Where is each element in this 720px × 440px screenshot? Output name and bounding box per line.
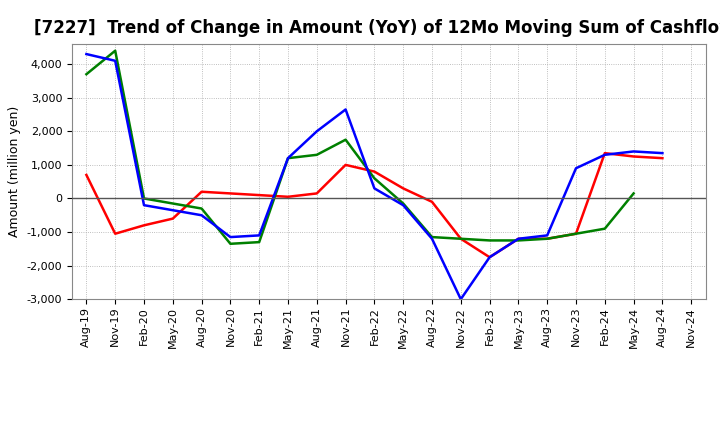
Free Cashflow <box>168 208 177 213</box>
Operating Cashflow <box>284 194 292 199</box>
Investing Cashflow <box>284 155 292 161</box>
Line: Investing Cashflow: Investing Cashflow <box>86 51 634 244</box>
Investing Cashflow <box>514 238 523 243</box>
Free Cashflow <box>255 233 264 238</box>
Free Cashflow <box>428 236 436 242</box>
Operating Cashflow <box>572 231 580 236</box>
Operating Cashflow <box>312 191 321 196</box>
Free Cashflow <box>485 255 494 260</box>
Free Cashflow <box>658 150 667 156</box>
Investing Cashflow <box>572 231 580 236</box>
Free Cashflow <box>399 202 408 208</box>
Line: Free Cashflow: Free Cashflow <box>86 54 662 299</box>
Investing Cashflow <box>399 201 408 206</box>
Free Cashflow <box>197 213 206 218</box>
Investing Cashflow <box>197 206 206 211</box>
Operating Cashflow <box>399 186 408 191</box>
Investing Cashflow <box>543 236 552 242</box>
Free Cashflow <box>284 155 292 161</box>
Free Cashflow <box>370 186 379 191</box>
Y-axis label: Amount (million yen): Amount (million yen) <box>8 106 21 237</box>
Free Cashflow <box>341 107 350 112</box>
Investing Cashflow <box>600 226 609 231</box>
Free Cashflow <box>543 233 552 238</box>
Operating Cashflow <box>658 155 667 161</box>
Operating Cashflow <box>111 231 120 236</box>
Operating Cashflow <box>629 154 638 159</box>
Operating Cashflow <box>514 236 523 242</box>
Operating Cashflow <box>600 150 609 156</box>
Investing Cashflow <box>312 152 321 158</box>
Investing Cashflow <box>370 176 379 181</box>
Investing Cashflow <box>456 236 465 242</box>
Investing Cashflow <box>341 137 350 142</box>
Operating Cashflow <box>82 172 91 178</box>
Operating Cashflow <box>197 189 206 194</box>
Free Cashflow <box>82 51 91 57</box>
Free Cashflow <box>572 165 580 171</box>
Free Cashflow <box>629 149 638 154</box>
Free Cashflow <box>600 152 609 158</box>
Operating Cashflow <box>226 191 235 196</box>
Free Cashflow <box>312 128 321 134</box>
Line: Operating Cashflow: Operating Cashflow <box>86 153 662 257</box>
Operating Cashflow <box>456 236 465 242</box>
Investing Cashflow <box>629 191 638 196</box>
Investing Cashflow <box>255 239 264 245</box>
Free Cashflow <box>111 58 120 63</box>
Investing Cashflow <box>428 235 436 240</box>
Investing Cashflow <box>226 241 235 246</box>
Operating Cashflow <box>255 192 264 198</box>
Free Cashflow <box>514 236 523 242</box>
Operating Cashflow <box>140 223 148 228</box>
Title: [7227]  Trend of Change in Amount (YoY) of 12Mo Moving Sum of Cashflows: [7227] Trend of Change in Amount (YoY) o… <box>34 19 720 37</box>
Investing Cashflow <box>111 48 120 53</box>
Operating Cashflow <box>341 162 350 168</box>
Legend: Operating Cashflow, Investing Cashflow, Free Cashflow: Operating Cashflow, Investing Cashflow, … <box>132 438 645 440</box>
Operating Cashflow <box>543 236 552 242</box>
Investing Cashflow <box>82 72 91 77</box>
Investing Cashflow <box>485 238 494 243</box>
Free Cashflow <box>456 297 465 302</box>
Operating Cashflow <box>428 199 436 205</box>
Operating Cashflow <box>370 169 379 174</box>
Free Cashflow <box>140 202 148 208</box>
Operating Cashflow <box>168 216 177 221</box>
Free Cashflow <box>226 235 235 240</box>
Investing Cashflow <box>140 196 148 201</box>
Operating Cashflow <box>485 255 494 260</box>
Investing Cashflow <box>168 201 177 206</box>
